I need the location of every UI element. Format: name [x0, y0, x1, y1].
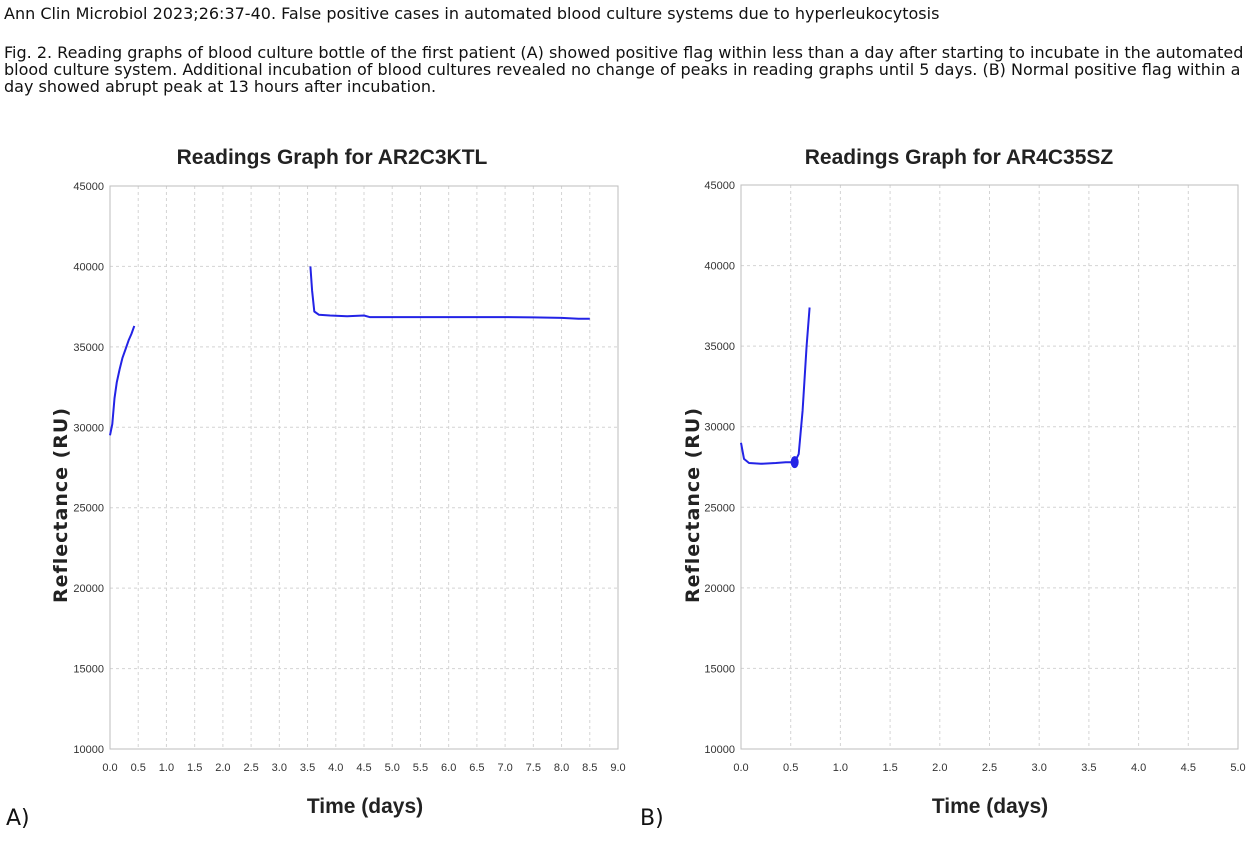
y-tick-label: 20000: [704, 583, 735, 595]
x-tick-label: 3.0: [1032, 762, 1047, 774]
x-tick-label: 6.5: [469, 762, 484, 774]
x-tick-label: 4.5: [356, 762, 371, 774]
chart-b-x-axis-label: Time (days): [932, 795, 1048, 818]
chart-a-title: Readings Graph for AR2C3KTL: [177, 146, 488, 169]
panel-label-a: A): [6, 806, 30, 831]
x-tick-label: 6.0: [441, 762, 456, 774]
chart-b-plot-frame: [740, 184, 1239, 750]
series-line: [109, 325, 136, 436]
chart-a-plot-frame: [109, 185, 619, 750]
chart-a: Readings Graph for AR2C3KTL 45000 40000 35…: [50, 146, 626, 818]
y-tick-label: 10000: [704, 744, 735, 756]
x-tick-label: 7.5: [526, 762, 541, 774]
chart-b: Readings Graph for AR4C35SZ 45000 40000 35…: [682, 146, 1246, 818]
chart-a-gridlines: [109, 185, 619, 750]
series-line: [740, 307, 811, 465]
x-tick-label: 2.5: [243, 762, 258, 774]
x-tick-label: 0.0: [733, 762, 748, 774]
x-tick-label: 1.5: [187, 762, 202, 774]
x-tick-label: 1.5: [882, 762, 897, 774]
y-tick-label: 45000: [73, 181, 104, 193]
citation-line: Ann Clin Microbiol 2023;26:37-40. False …: [4, 4, 940, 23]
x-tick-label: 3.5: [300, 762, 315, 774]
x-tick-label: 8.0: [554, 762, 569, 774]
chart-a-y-axis-label: Reflectance (RU): [50, 407, 72, 603]
x-tick-label: 2.0: [215, 762, 230, 774]
chart-a-series: [109, 266, 590, 436]
series-line: [309, 266, 590, 320]
y-tick-label: 20000: [73, 583, 104, 595]
chart-b-x-ticks: 0.0 0.5 1.0 1.5 2.0 2.5 3.0 3.5 4.0 4.5 5.0: [733, 762, 1245, 774]
x-tick-label: 2.0: [932, 762, 947, 774]
x-tick-label: 3.0: [272, 762, 287, 774]
y-tick-label: 30000: [73, 422, 104, 434]
y-tick-label: 10000: [73, 744, 104, 756]
x-tick-label: 5.0: [1230, 762, 1245, 774]
y-tick-label: 25000: [73, 503, 104, 515]
x-tick-label: 4.0: [1131, 762, 1146, 774]
y-tick-label: 15000: [73, 664, 104, 676]
chart-a-x-ticks: 0.0 0.5 1.0 1.5 2.0 2.5 3.0 3.5 4.0 4.5 5.0 5.5 6.0 6…: [102, 762, 625, 774]
y-tick-label: 30000: [704, 422, 735, 434]
positive-flag-marker: [790, 456, 799, 469]
y-tick-label: 25000: [704, 502, 735, 514]
x-tick-label: 0.5: [131, 762, 146, 774]
x-tick-label: 4.5: [1181, 762, 1196, 774]
x-tick-label: 2.5: [982, 762, 997, 774]
y-tick-label: 35000: [73, 342, 104, 354]
x-tick-label: 7.0: [497, 762, 512, 774]
chart-a-x-axis-label: Time (days): [307, 795, 423, 818]
y-tick-label: 40000: [73, 261, 104, 273]
chart-b-y-ticks: 45000 40000 35000 30000 25000 20000 15000 10000: [704, 180, 735, 756]
x-tick-label: 3.5: [1081, 762, 1096, 774]
x-tick-label: 1.0: [833, 762, 848, 774]
y-tick-label: 40000: [704, 261, 735, 273]
chart-b-y-axis-label: Reflectance (RU): [682, 407, 704, 603]
panel-label-b: B): [640, 806, 664, 831]
x-tick-label: 4.0: [328, 762, 343, 774]
x-tick-label: 9.0: [610, 762, 625, 774]
y-tick-label: 15000: [704, 663, 735, 675]
x-tick-label: 0.0: [102, 762, 117, 774]
figure-caption: Fig. 2. Reading graphs of blood culture …: [4, 43, 1244, 96]
y-tick-label: 45000: [704, 180, 735, 192]
y-tick-label: 35000: [704, 341, 735, 353]
chart-a-y-ticks: 45000 40000 35000 30000 25000 20000 15000 10000: [73, 181, 104, 756]
chart-b-title: Readings Graph for AR4C35SZ: [805, 146, 1114, 169]
x-tick-label: 0.5: [783, 762, 798, 774]
x-tick-label: 5.0: [385, 762, 400, 774]
chart-b-gridlines: [740, 184, 1239, 750]
x-tick-label: 8.5: [582, 762, 597, 774]
x-tick-label: 1.0: [159, 762, 174, 774]
x-tick-label: 5.5: [413, 762, 428, 774]
chart-b-series: [740, 307, 811, 469]
